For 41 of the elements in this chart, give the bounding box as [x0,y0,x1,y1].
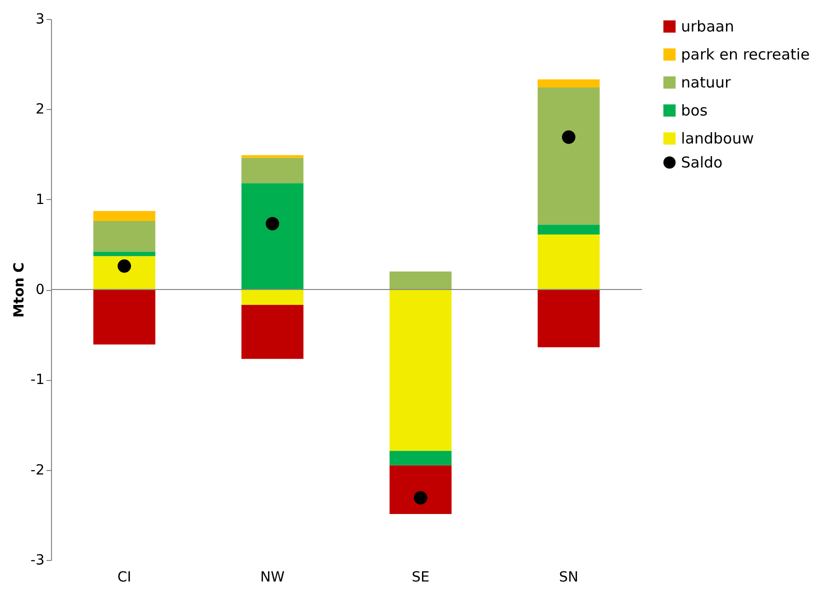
bar [390,450,452,466]
point [562,130,576,144]
x-tick-label: SE [412,570,430,586]
legend-label: landbouw [681,130,754,148]
bar [93,220,156,252]
y-tick-label: 3 [36,12,44,28]
point [118,259,132,273]
bar [93,211,156,221]
legend-label: urbaan [681,18,734,36]
legend-label: Saldo [681,154,723,172]
legend-label: park en recreatie [681,46,810,64]
bar [538,224,600,234]
bar [241,158,304,184]
bar [390,271,452,290]
bar [93,256,156,290]
bar [538,88,600,225]
bar [241,290,304,305]
legend-label: bos [681,102,708,120]
bar [390,290,452,451]
bar [241,304,304,359]
y-tick-label: -1 [30,372,44,388]
bar [538,290,600,348]
y-axis-title: Mton C [12,262,28,318]
point [266,216,280,230]
bar [390,465,452,514]
x-tick-label: NW [260,570,285,586]
bar [93,290,156,344]
bar [538,79,600,88]
bar [241,155,304,158]
y-tick-label: 2 [36,102,44,118]
bar [93,252,156,256]
y-tick-label: 0 [36,282,44,298]
y-tick-label: -3 [30,552,44,568]
x-tick-label: CI [117,570,132,586]
bar [538,234,600,290]
y-tick-label: 1 [36,192,44,208]
x-tick-label: SN [559,570,578,586]
bar [241,183,304,290]
legend-label: natuur [681,74,732,92]
point [414,491,428,504]
y-tick-label: -2 [30,462,44,478]
